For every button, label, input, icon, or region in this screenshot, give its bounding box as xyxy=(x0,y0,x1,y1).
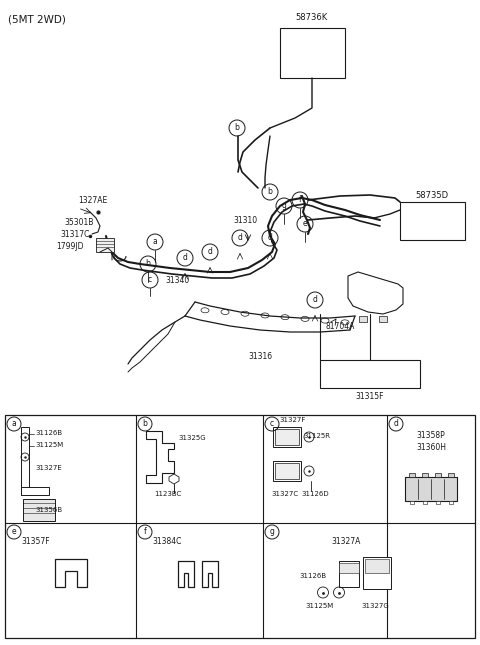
Bar xyxy=(400,202,465,240)
Text: 31327F: 31327F xyxy=(279,417,305,423)
Bar xyxy=(339,562,359,573)
Bar xyxy=(447,473,454,477)
Bar xyxy=(275,429,299,445)
Bar xyxy=(422,501,427,504)
Text: 31315F: 31315F xyxy=(356,392,384,401)
Text: 31327C: 31327C xyxy=(271,491,298,497)
Text: e: e xyxy=(303,219,307,228)
Bar xyxy=(273,461,301,481)
Text: 1799JD: 1799JD xyxy=(56,242,84,251)
Text: 31317C: 31317C xyxy=(60,230,89,239)
Text: 31126B: 31126B xyxy=(299,573,326,579)
Bar xyxy=(23,499,55,521)
Text: g: g xyxy=(282,201,287,210)
Bar xyxy=(379,316,387,322)
Text: d: d xyxy=(182,253,187,263)
Bar xyxy=(359,316,367,322)
Text: b: b xyxy=(267,188,273,197)
Text: 31316: 31316 xyxy=(248,352,272,361)
Text: b: b xyxy=(235,123,240,132)
Bar xyxy=(405,477,457,501)
Bar xyxy=(435,501,440,504)
Text: 31325G: 31325G xyxy=(178,435,205,441)
Bar xyxy=(339,561,359,586)
Text: 31125M: 31125M xyxy=(35,442,63,448)
Bar xyxy=(365,559,389,573)
Text: f: f xyxy=(144,528,146,537)
Text: 31327E: 31327E xyxy=(35,465,62,471)
Text: 1123BC: 1123BC xyxy=(154,491,181,497)
Text: 31384C: 31384C xyxy=(152,537,181,546)
Text: e: e xyxy=(12,528,16,537)
Bar xyxy=(408,473,415,477)
Text: d: d xyxy=(312,295,317,304)
Bar xyxy=(434,473,441,477)
Bar xyxy=(273,427,301,447)
Bar xyxy=(21,427,29,495)
Text: d: d xyxy=(207,248,213,257)
Bar xyxy=(96,238,114,252)
Text: d: d xyxy=(238,233,242,243)
Text: 31125M: 31125M xyxy=(305,602,333,608)
Text: a: a xyxy=(153,237,157,246)
Bar xyxy=(409,501,413,504)
Bar xyxy=(5,415,475,638)
Text: a: a xyxy=(12,419,16,428)
Text: b: b xyxy=(145,259,150,268)
Bar xyxy=(421,473,428,477)
Text: c: c xyxy=(270,419,274,428)
Text: 31327A: 31327A xyxy=(331,537,360,546)
Text: 31357F: 31357F xyxy=(21,537,49,546)
Text: 31327G: 31327G xyxy=(361,602,389,608)
Text: 31310: 31310 xyxy=(233,216,257,225)
Text: 58735D: 58735D xyxy=(415,191,449,200)
Bar xyxy=(280,28,345,78)
Text: 31360H: 31360H xyxy=(416,443,446,452)
Text: 31358P: 31358P xyxy=(417,431,445,440)
Bar xyxy=(275,463,299,479)
Text: f: f xyxy=(299,195,301,204)
Text: g: g xyxy=(270,528,275,537)
Text: 81704A: 81704A xyxy=(325,322,354,331)
Bar xyxy=(320,360,420,388)
Text: 31126B: 31126B xyxy=(35,430,62,436)
Text: 31126D: 31126D xyxy=(301,491,329,497)
Text: c: c xyxy=(148,275,152,284)
Text: 31125R: 31125R xyxy=(303,433,330,439)
Text: 58736K: 58736K xyxy=(296,13,328,22)
Text: d: d xyxy=(394,419,398,428)
Text: 1327AE: 1327AE xyxy=(78,196,107,205)
Text: 31340: 31340 xyxy=(165,276,189,285)
Text: 35301B: 35301B xyxy=(64,218,94,227)
Text: d: d xyxy=(267,233,273,243)
Bar xyxy=(448,501,453,504)
Text: b: b xyxy=(143,419,147,428)
Bar xyxy=(363,557,391,588)
Text: 31356B: 31356B xyxy=(35,507,62,513)
Bar xyxy=(21,487,49,495)
Text: (5MT 2WD): (5MT 2WD) xyxy=(8,14,66,24)
